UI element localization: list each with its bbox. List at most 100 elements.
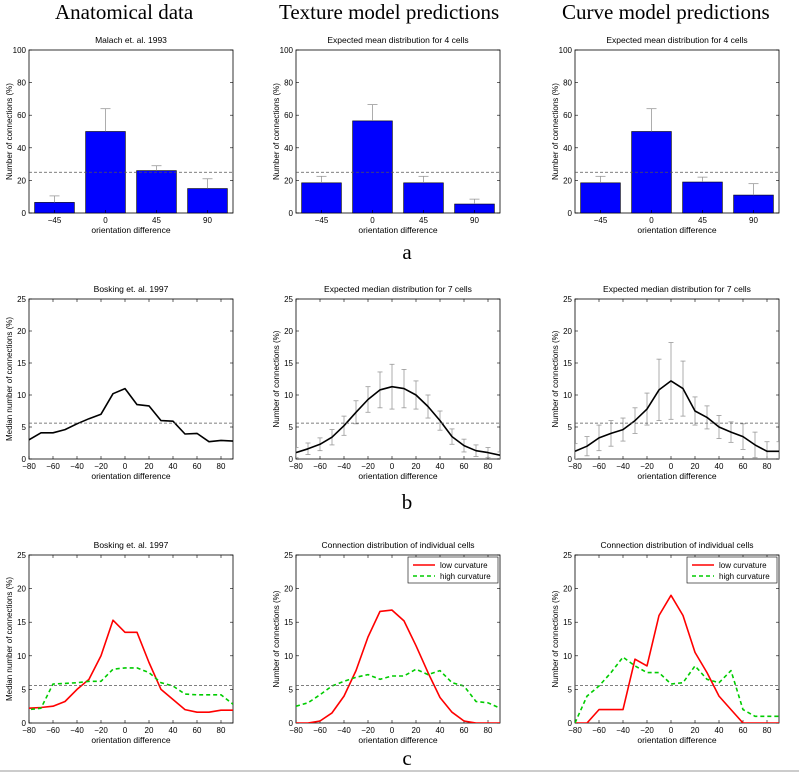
series-line-0 (575, 380, 779, 453)
x-tick-label: 20 (145, 726, 154, 735)
bar (301, 182, 342, 214)
y-tick-label: 100 (13, 46, 27, 55)
chart-panel-7: 0 5 10 15 20 25 Connection distribution of ind… (272, 540, 501, 745)
x-tick-label: −20 (94, 462, 108, 471)
legend-label: low curvature (440, 561, 488, 570)
plot-area (29, 387, 233, 443)
series-line-0 (296, 609, 500, 723)
legend-label: high curvature (719, 572, 770, 581)
y-tick-label: 25 (563, 551, 572, 560)
y-axis-label: Number of connections (%) (272, 83, 281, 180)
y-tick-label: 0 (22, 719, 27, 728)
x-tick-label: 0 (649, 216, 654, 225)
plot-frame (28, 554, 234, 724)
y-axis-label: Number of connections (%) (551, 590, 560, 687)
x-axis-label: orientation difference (91, 471, 171, 481)
y-tick-label: 0 (289, 455, 294, 464)
y-tick-label: 5 (22, 685, 27, 694)
y-tick-label: 10 (563, 652, 572, 661)
bar (580, 182, 621, 214)
y-tick-label: 25 (17, 295, 26, 304)
x-tick-label: 90 (749, 216, 758, 225)
x-tick-label: −40 (337, 462, 351, 471)
y-tick-label: 20 (563, 176, 572, 185)
x-tick-label: 45 (152, 216, 161, 225)
legend-box (407, 556, 499, 584)
plot-frame (574, 49, 780, 214)
plot-area (29, 619, 233, 714)
x-tick-label: 80 (763, 726, 772, 735)
chart-title: Expected median distribution for 7 cells (324, 284, 472, 294)
y-axis-label: Number of connections (%) (551, 83, 560, 180)
x-tick-label: −45 (594, 216, 608, 225)
legend-label: high curvature (440, 572, 491, 581)
y-tick-label: 20 (284, 585, 293, 594)
x-tick-label: 80 (217, 462, 226, 471)
y-tick-label: 25 (563, 295, 572, 304)
y-tick-label: 0 (22, 209, 27, 218)
x-tick-label: −40 (70, 726, 84, 735)
y-tick-label: 10 (17, 391, 26, 400)
x-tick-label: 0 (370, 216, 375, 225)
x-tick-label: −80 (22, 726, 36, 735)
y-tick-label: 10 (563, 391, 572, 400)
y-axis-label: Number of connections (%) (272, 590, 281, 687)
x-tick-label: 80 (763, 462, 772, 471)
x-tick-label: 0 (123, 462, 128, 471)
chart-panel-2: 0 20 40 60 80 100 Expected mean distribution f… (551, 35, 780, 235)
x-tick-label: 20 (412, 462, 421, 471)
y-tick-label: 20 (284, 327, 293, 336)
x-tick-label: −60 (592, 462, 606, 471)
x-tick-label: 40 (715, 462, 724, 471)
x-tick-label: −40 (337, 726, 351, 735)
x-tick-label: −60 (46, 726, 60, 735)
series-line-1 (296, 668, 500, 709)
series-line-1 (29, 667, 233, 711)
chart-title: Expected median distribution for 7 cells (603, 284, 751, 294)
x-tick-label: −60 (592, 726, 606, 735)
y-tick-label: 10 (284, 652, 293, 661)
chart-title: Malach et. al. 1993 (95, 35, 167, 45)
x-tick-label: 0 (390, 726, 395, 735)
y-tick-label: 20 (17, 176, 26, 185)
x-tick-label: 40 (715, 726, 724, 735)
x-tick-label: −80 (568, 462, 582, 471)
x-axis-label: orientation difference (637, 735, 717, 745)
y-tick-label: 15 (563, 359, 572, 368)
y-tick-label: 15 (284, 359, 293, 368)
chart-title: Expected mean distribution for 4 cells (327, 35, 468, 45)
x-tick-label: 20 (412, 726, 421, 735)
x-axis-label: orientation difference (358, 225, 438, 235)
y-tick-label: 0 (568, 719, 573, 728)
plot-frame (295, 298, 501, 460)
x-tick-label: −40 (70, 462, 84, 471)
plot-frame (574, 298, 780, 460)
y-tick-label: 25 (284, 551, 293, 560)
plot-area (575, 594, 779, 723)
y-tick-label: 15 (17, 359, 26, 368)
x-tick-label: −20 (640, 462, 654, 471)
x-axis-label: orientation difference (637, 471, 717, 481)
chart-panel-5: 0 5 10 15 20 25 Expected median distribution f… (551, 284, 780, 481)
x-axis-label: orientation difference (358, 471, 438, 481)
x-tick-label: −40 (616, 462, 630, 471)
y-tick-label: 80 (17, 79, 26, 88)
x-tick-label: 0 (669, 462, 674, 471)
plot-area (296, 363, 500, 459)
chart-title: Connection distribution of individual ce… (600, 540, 753, 550)
x-tick-label: −45 (48, 216, 62, 225)
bar (682, 181, 723, 214)
x-axis-label: orientation difference (358, 735, 438, 745)
x-tick-label: 90 (470, 216, 479, 225)
x-tick-label: 45 (698, 216, 707, 225)
y-tick-label: 15 (563, 618, 572, 627)
x-tick-label: 0 (123, 726, 128, 735)
column-title-texture: Texture model predictions (279, 0, 500, 24)
x-tick-label: 0 (669, 726, 674, 735)
bar (136, 170, 177, 214)
legend-label: low curvature (719, 561, 767, 570)
y-tick-label: 20 (563, 585, 572, 594)
y-tick-label: 60 (284, 111, 293, 120)
x-tick-label: −60 (313, 726, 327, 735)
